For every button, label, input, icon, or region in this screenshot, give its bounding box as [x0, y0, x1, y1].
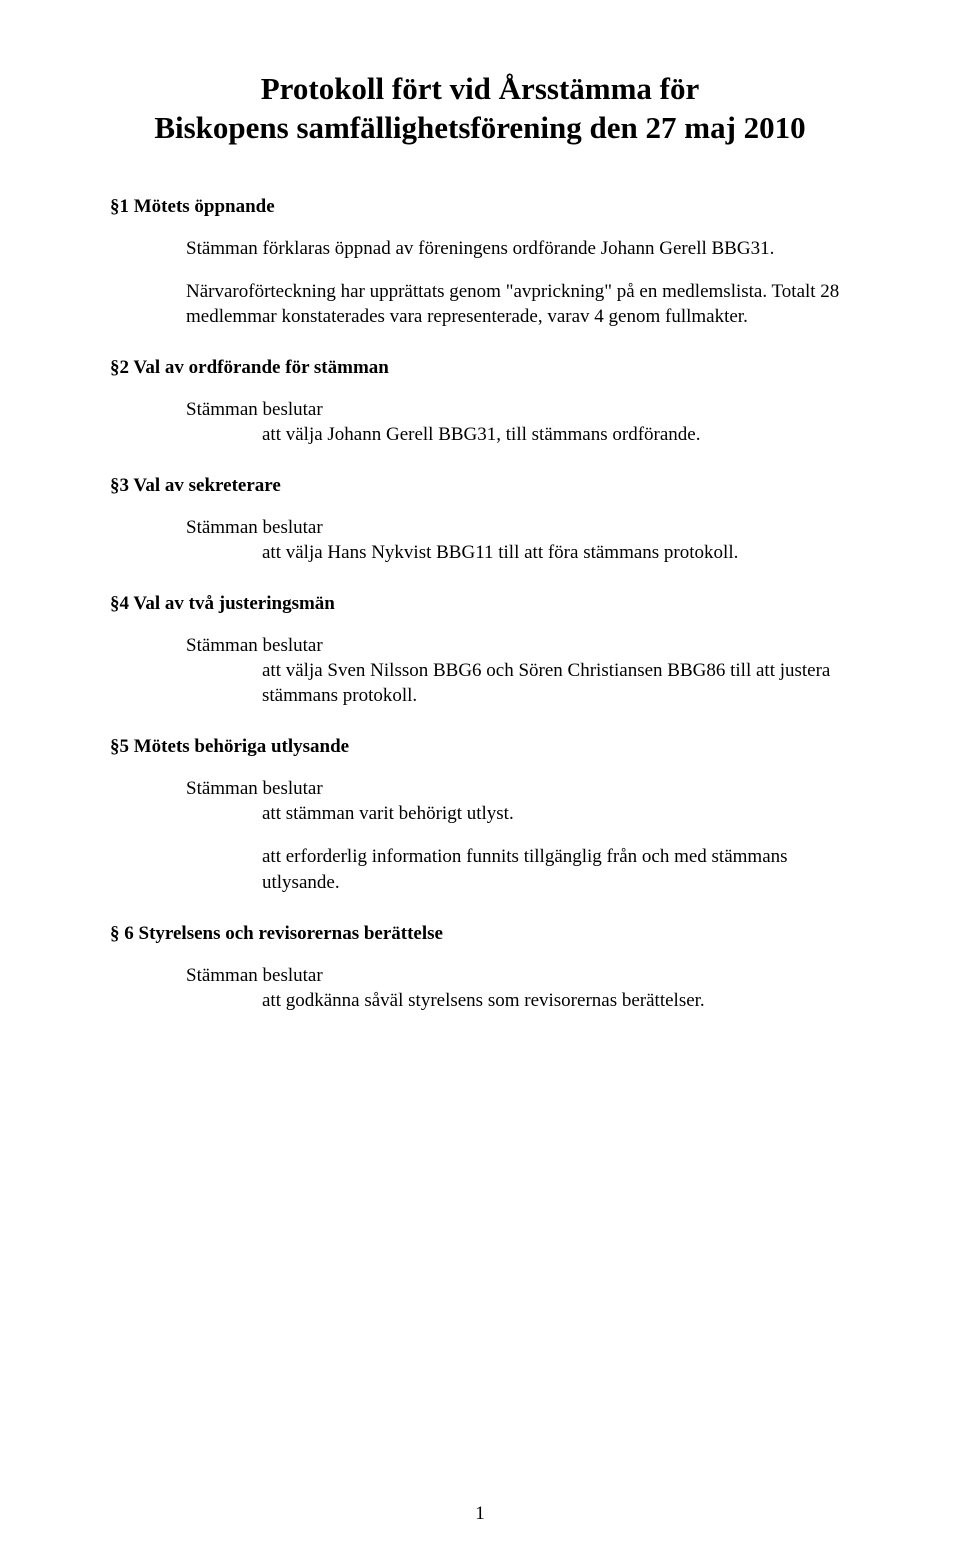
title-line-1: Protokoll fört vid Årsstämma för	[261, 71, 700, 106]
section-2-heading: §2 Val av ordförande för stämman	[110, 357, 850, 379]
resolution-item: att stämman varit behörigt utlyst.	[262, 801, 850, 826]
document-title: Protokoll fört vid Årsstämma för Biskope…	[110, 70, 850, 148]
resolution-lead: Stämman beslutar	[186, 776, 850, 801]
section-1-paragraph-2: Närvaroförteckning har upprättats genom …	[186, 279, 850, 329]
resolution-item-extra: att erforderlig information funnits till…	[262, 844, 850, 894]
section-4-resolution: Stämman beslutar att välja Sven Nilsson …	[186, 633, 850, 708]
section-3-resolution: Stämman beslutar att välja Hans Nykvist …	[186, 515, 850, 565]
page-number: 1	[0, 1503, 960, 1525]
section-3-heading: §3 Val av sekreterare	[110, 475, 850, 497]
resolution-lead: Stämman beslutar	[186, 963, 850, 988]
resolution-lead: Stämman beslutar	[186, 633, 850, 658]
section-6-heading: § 6 Styrelsens och revisorernas berättel…	[110, 923, 850, 945]
resolution-item: att godkänna såväl styrelsens som reviso…	[262, 988, 850, 1013]
section-5-resolution: Stämman beslutar att stämman varit behör…	[186, 776, 850, 894]
section-6-resolution: Stämman beslutar att godkänna såväl styr…	[186, 963, 850, 1013]
resolution-item: att välja Johann Gerell BBG31, till stäm…	[262, 422, 850, 447]
resolution-item: att välja Sven Nilsson BBG6 och Sören Ch…	[262, 658, 850, 708]
document-page: Protokoll fört vid Årsstämma för Biskope…	[0, 0, 960, 1565]
section-1-paragraph-1: Stämman förklaras öppnad av föreningens …	[186, 236, 850, 261]
resolution-item: att välja Hans Nykvist BBG11 till att fö…	[262, 540, 850, 565]
resolution-lead: Stämman beslutar	[186, 515, 850, 540]
section-4-heading: §4 Val av två justeringsmän	[110, 593, 850, 615]
resolution-lead: Stämman beslutar	[186, 397, 850, 422]
section-1-heading: §1 Mötets öppnande	[110, 196, 850, 218]
title-line-2: Biskopens samfällighetsförening den 27 m…	[154, 110, 805, 145]
section-5-heading: §5 Mötets behöriga utlysande	[110, 736, 850, 758]
section-2-resolution: Stämman beslutar att välja Johann Gerell…	[186, 397, 850, 447]
